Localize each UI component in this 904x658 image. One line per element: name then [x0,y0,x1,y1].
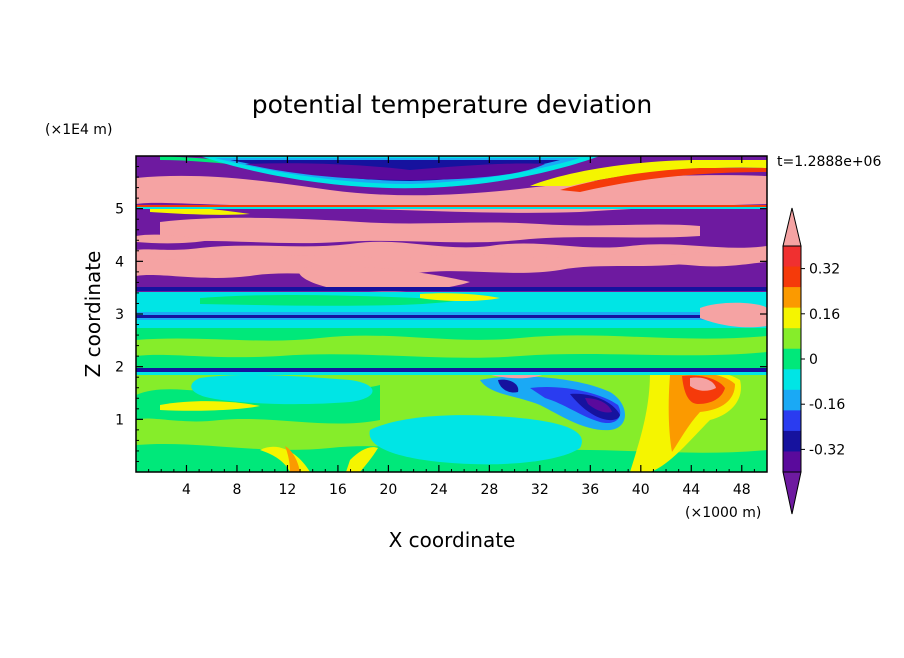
field-yellow-streak-3 [346,447,378,472]
field-navy-rule [136,287,767,291]
field-green-lens [200,294,460,306]
chart-title: potential temperature deviation [252,90,652,119]
x-tick-label: 24 [430,482,448,498]
colorbar-label: 0.32 [809,262,840,278]
y-tick-label: 2 [115,360,124,376]
field-lower-cyan-pool-2 [191,374,373,405]
colorbar-swatch [783,369,801,391]
x-unit-label: (×1000 m) [685,505,761,521]
colorbar-swatch [783,246,801,268]
field-pink-upper-right [700,302,767,328]
colorbar-extend-low [782,471,802,515]
colorbar-swatch [783,287,801,309]
field-top-purple-cap [245,163,545,180]
field-cool-eddy-purple [585,398,612,413]
colorbar-label: 0.16 [809,307,840,323]
x-tick-label: 12 [279,482,297,498]
x-axis-label: X coordinate [389,528,516,552]
x-tick-label: 16 [329,482,347,498]
x-tick-label: 44 [682,482,700,498]
field-left-pink-wisp [136,234,210,244]
y-tick-label: 4 [115,254,124,270]
colorbar-swatch [783,266,801,288]
x-tick-label: 32 [531,482,549,498]
field-yellow-streak [160,401,260,411]
colorbar-swatch [783,389,801,411]
field-orange-streak [285,446,300,472]
y-tick-label: 5 [115,202,124,218]
x-tick-label: 40 [632,482,650,498]
y-axis-label: Z coordinate [81,251,105,378]
x-tick-label: 36 [581,482,599,498]
field-red-rule [136,205,767,207]
colorbar-swatch [783,307,801,329]
colorbar-swatch [783,410,801,432]
x-tick-label: 20 [379,482,397,498]
colorbar-label: -0.16 [809,397,845,413]
field-top-yellow-edge [530,160,767,186]
contour-field [136,156,767,472]
x-tick-label: 28 [480,482,498,498]
field-warm-plume-pink [690,377,716,391]
field-pink-lobe [298,265,470,292]
field-eddy-blue-2 [498,379,519,393]
field-navy-line [136,368,767,372]
field-navy-stripe [136,315,767,318]
colorbar-label: 0 [809,352,818,368]
field-mid-band-lightgreen [136,335,767,358]
y-axis: 1 2 3 4 5 [115,166,767,462]
colorbar-swatch [783,451,801,473]
y-unit-label: (×1E4 m) [45,122,112,138]
field-yellow-lens [420,293,500,301]
colorbar-swatch [783,328,801,350]
y-tick-label: 3 [115,307,124,323]
field-cyan-rule [136,207,767,209]
colorbar: 0.32 0.16 0 -0.16 -0.32 [782,207,845,515]
field-pink-mid-layer [160,217,700,244]
x-tick-label: 8 [232,482,241,498]
x-tick-label: 48 [733,482,751,498]
field-lower-cyan-pool [369,415,582,465]
field-top-right-red [560,168,767,192]
time-label: t=1.2888e+06 [777,154,881,170]
y-tick-label: 1 [115,412,124,428]
colorbar-label: -0.32 [809,442,845,458]
field-upper-pink-layer-2 [136,252,700,278]
colorbar-swatch [783,430,801,452]
x-tick-label: 4 [182,482,191,498]
colorbar-swatch [783,348,801,370]
x-axis: 4 8 12 16 20 24 28 32 36 40 44 48 [148,156,755,498]
colorbar-extend-high [782,207,802,247]
field-cyan-line [136,372,767,375]
